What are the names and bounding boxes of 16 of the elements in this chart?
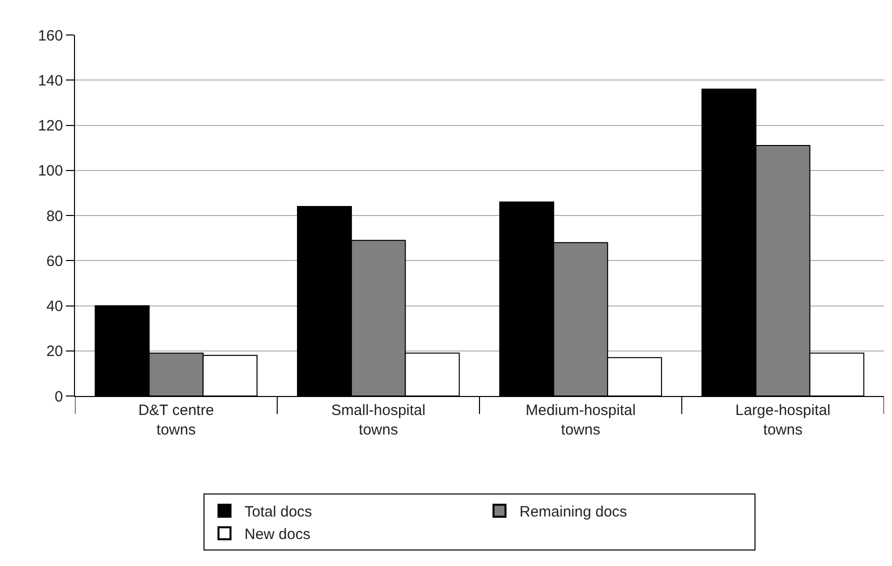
- y-tick-label: 40: [46, 298, 63, 315]
- legend-label: New docs: [244, 526, 310, 544]
- x-tick-label: Small-hospital towns: [331, 402, 426, 438]
- y-tick-label: 80: [46, 208, 63, 225]
- y-tick-label: 120: [38, 118, 63, 134]
- y-tick-label: 60: [46, 252, 63, 270]
- x-tick-label: Large-hospital towns: [735, 402, 830, 438]
- y-tick-label: 0: [54, 388, 63, 406]
- y-tick-label: 100: [38, 162, 63, 180]
- legend-label: Remaining docs: [520, 504, 628, 521]
- x-tick-label: Medium-hospital towns: [526, 402, 636, 438]
- y-tick-label: 160: [38, 27, 63, 44]
- legend-label: Total docs: [244, 504, 312, 521]
- y-tick-label: 20: [46, 343, 63, 360]
- x-tick-label: D&T centre towns: [138, 402, 214, 438]
- y-tick-label: 140: [38, 72, 63, 90]
